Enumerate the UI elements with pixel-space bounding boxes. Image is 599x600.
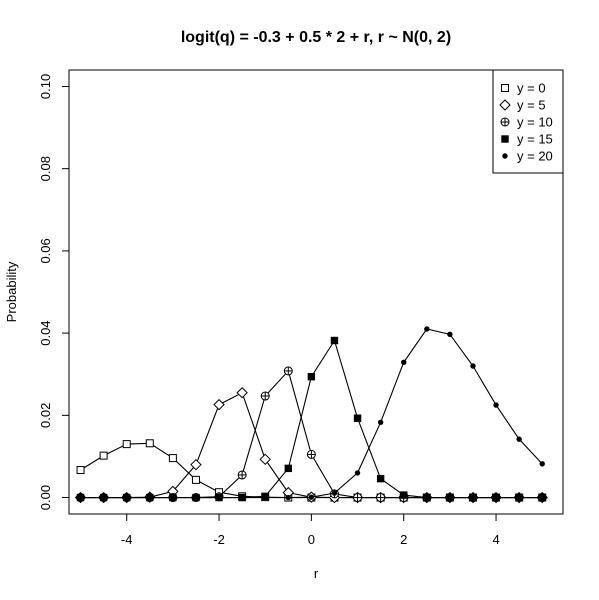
- legend-label: y = 15: [517, 132, 553, 147]
- data-point: [538, 493, 546, 502]
- data-point: [168, 454, 177, 463]
- data-point: [122, 440, 131, 449]
- y-tick-label: 0.00: [38, 485, 53, 510]
- series-line: [80, 328, 543, 499]
- data-point: [354, 470, 361, 476]
- data-point: [237, 470, 247, 480]
- data-point: [170, 494, 176, 501]
- data-point: [376, 474, 385, 483]
- data-point: [99, 451, 108, 460]
- series-y-20: [77, 326, 545, 501]
- legend-marker: [500, 117, 510, 127]
- data-point: [539, 461, 545, 467]
- data-point: [145, 439, 154, 448]
- x-tick-label: 0: [308, 532, 315, 547]
- y-tick-label: 0.08: [38, 156, 53, 181]
- series-layer: [74, 326, 548, 504]
- data-point: [191, 475, 200, 484]
- data-point: [239, 494, 245, 501]
- legend-marker: [502, 153, 508, 159]
- data-point: [447, 331, 453, 338]
- data-point: [423, 493, 431, 502]
- data-point: [283, 366, 293, 376]
- x-tick-label: -4: [121, 532, 133, 547]
- data-point: [76, 466, 85, 475]
- data-point: [330, 336, 339, 345]
- data-point: [77, 494, 84, 501]
- data-point: [401, 359, 407, 365]
- x-axis-label: r: [314, 566, 319, 581]
- data-point: [308, 494, 315, 500]
- data-point: [446, 493, 454, 502]
- data-point: [493, 402, 499, 408]
- data-point: [262, 494, 268, 501]
- legend-marker: [501, 135, 509, 143]
- data-point: [259, 453, 271, 466]
- plot-area: [68, 69, 564, 515]
- data-point: [353, 493, 363, 503]
- data-point: [424, 326, 430, 332]
- data-point: [331, 490, 338, 496]
- data-point: [353, 414, 362, 422]
- y-tick-label: 0.10: [38, 74, 53, 99]
- x-tick-label: -2: [213, 532, 225, 547]
- data-point: [190, 458, 202, 471]
- data-point: [260, 391, 270, 401]
- data-point: [306, 449, 316, 459]
- data-point: [307, 372, 316, 381]
- series-y-15: [76, 336, 546, 502]
- legend-marker: [499, 99, 511, 111]
- legend: y = 0 y = 5 y = 10 y = 15 y = 20: [492, 69, 564, 174]
- data-point: [400, 491, 408, 499]
- data-point: [284, 464, 292, 473]
- data-point: [124, 494, 130, 501]
- legend-label: y = 10: [517, 115, 553, 130]
- data-point: [285, 494, 291, 501]
- data-point: [236, 387, 248, 399]
- y-tick-label: 0.02: [38, 403, 53, 428]
- y-tick-label: 0.06: [38, 238, 53, 263]
- data-point: [469, 493, 477, 502]
- y-tick-label: 0.04: [38, 320, 53, 345]
- data-point: [492, 493, 500, 502]
- x-tick-label: 4: [492, 532, 499, 547]
- data-point: [100, 494, 107, 501]
- series-line: [80, 369, 543, 499]
- data-point: [516, 436, 522, 442]
- x-axis: -4 -2 0 2 4: [121, 513, 500, 547]
- chart-title: logit(q) = -0.3 + 0.5 * 2 + r, r ~ N(0, …: [181, 29, 451, 46]
- data-point: [376, 493, 386, 503]
- data-point: [470, 363, 476, 369]
- legend-marker: [501, 84, 509, 92]
- data-point: [377, 419, 384, 426]
- data-point: [147, 494, 153, 501]
- y-axis: 0.00 0.02 0.04 0.06 0.08 0.10: [38, 74, 70, 510]
- data-point: [216, 494, 222, 501]
- x-tick-label: 2: [400, 532, 407, 547]
- y-axis-label: Probability: [4, 261, 19, 322]
- legend-label: y = 5: [517, 98, 546, 113]
- series-y-10: [76, 366, 547, 503]
- data-point: [515, 493, 523, 502]
- legend-label: y = 0: [517, 81, 546, 96]
- data-point: [213, 398, 225, 411]
- legend-label: y = 20: [517, 149, 553, 164]
- data-point: [193, 494, 199, 501]
